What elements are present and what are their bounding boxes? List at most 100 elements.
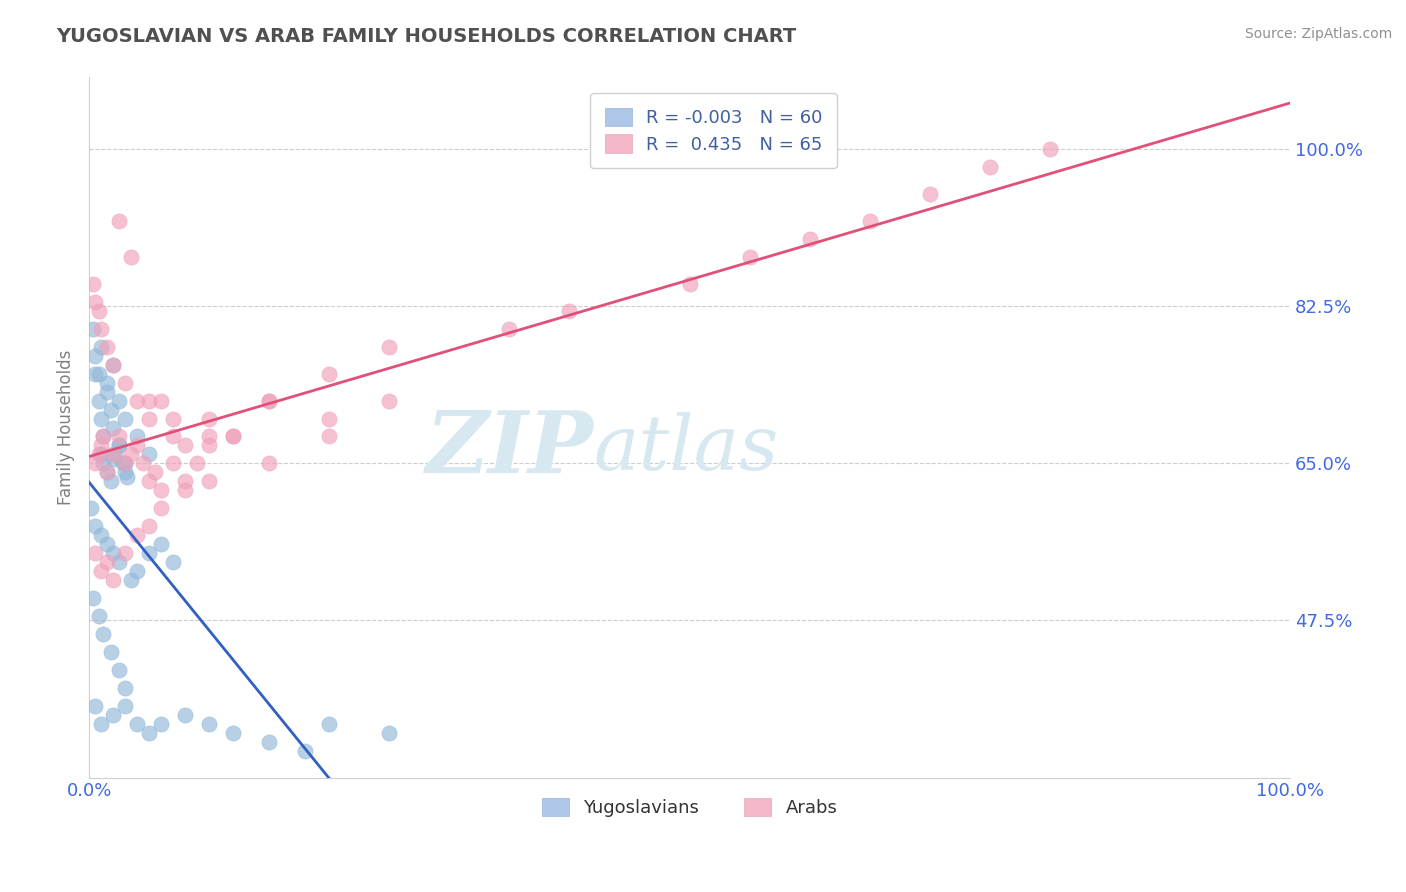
Point (198, 716, 221, 731)
Point (87, 609, 110, 624)
Point (979, 160, 1001, 174)
Point (859, 214, 882, 228)
Point (87, 393, 110, 408)
Point (174, 438, 197, 452)
Point (96, 555, 118, 569)
Point (117, 470, 139, 484)
Point (138, 725, 160, 739)
Point (378, 393, 401, 408)
Point (108, 663, 131, 677)
Point (257, 457, 280, 471)
Point (82, 277, 104, 291)
Point (108, 214, 131, 228)
Point (222, 429, 245, 443)
Point (96, 466, 118, 480)
Point (132, 457, 155, 471)
Point (114, 698, 136, 713)
Point (90, 564, 112, 578)
Point (150, 393, 173, 408)
Point (84, 367, 107, 381)
Point (96, 376, 118, 390)
Point (143, 466, 166, 480)
Point (87, 447, 110, 461)
Point (318, 716, 340, 731)
Point (120, 447, 142, 461)
Point (90, 528, 112, 542)
Point (84, 546, 107, 560)
Point (127, 429, 149, 443)
Point (101, 358, 124, 372)
Legend: Yugoslavians, Arabs: Yugoslavians, Arabs (534, 790, 845, 824)
Text: ZIP: ZIP (426, 407, 593, 491)
Point (84, 698, 107, 713)
Point (294, 744, 316, 758)
Point (198, 438, 221, 452)
Point (108, 438, 131, 452)
Point (93, 429, 115, 443)
Point (90, 411, 112, 425)
Text: atlas: atlas (593, 411, 779, 485)
Point (93, 627, 115, 641)
Point (87, 303, 110, 318)
Point (84, 457, 107, 471)
Point (918, 187, 941, 202)
Point (114, 466, 136, 480)
Point (93, 429, 115, 443)
Point (96, 537, 118, 551)
Point (318, 367, 340, 381)
Point (90, 447, 112, 461)
Point (114, 457, 136, 471)
Point (162, 457, 184, 471)
Point (100, 645, 122, 659)
Point (138, 411, 160, 425)
Point (114, 457, 136, 471)
Point (318, 429, 340, 443)
Point (138, 546, 160, 560)
Point (90, 716, 112, 731)
Point (162, 555, 184, 569)
Point (198, 411, 221, 425)
Point (104, 447, 127, 461)
Point (738, 250, 761, 264)
Point (222, 725, 245, 739)
Point (318, 411, 340, 425)
Point (90, 340, 112, 354)
Point (84, 519, 107, 533)
Point (101, 451, 124, 466)
Point (257, 393, 280, 408)
Point (138, 519, 160, 533)
Point (114, 681, 136, 695)
Point (90, 322, 112, 336)
Point (1039, 142, 1062, 156)
Point (127, 528, 149, 542)
Point (108, 555, 131, 569)
Point (101, 546, 124, 560)
Point (198, 429, 221, 443)
Point (150, 483, 173, 498)
Point (114, 411, 136, 425)
Point (108, 438, 131, 452)
Point (111, 457, 134, 471)
Point (96, 466, 118, 480)
Point (138, 475, 160, 489)
Point (138, 447, 160, 461)
Point (84, 349, 107, 363)
Point (186, 457, 208, 471)
Point (101, 420, 124, 434)
Point (678, 277, 700, 291)
Point (222, 429, 245, 443)
Point (257, 734, 280, 748)
Point (174, 707, 197, 722)
Point (114, 376, 136, 390)
Point (150, 537, 173, 551)
Point (378, 725, 401, 739)
Point (82, 322, 104, 336)
Point (498, 322, 520, 336)
Point (101, 707, 124, 722)
Point (138, 393, 160, 408)
Point (108, 393, 131, 408)
Point (100, 475, 122, 489)
Point (150, 501, 173, 516)
Point (799, 232, 821, 246)
Point (101, 358, 124, 372)
